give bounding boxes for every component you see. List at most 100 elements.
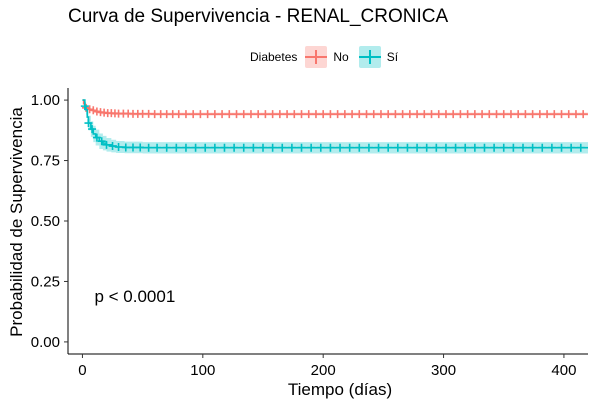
censor-mark-1-20 bbox=[230, 143, 239, 152]
censor-mark-1-16 bbox=[191, 143, 200, 152]
y-tick-label-4: 1.00 bbox=[31, 92, 60, 109]
chart-title: Curva de Supervivencia - RENAL_CRONICA bbox=[68, 6, 449, 27]
x-tick-label-3: 300 bbox=[431, 362, 456, 379]
censor-mark-0-71 bbox=[543, 110, 552, 119]
censor-mark-1-26 bbox=[287, 143, 296, 152]
censor-mark-1-50 bbox=[519, 143, 527, 152]
censor-mark-0-52 bbox=[405, 110, 414, 119]
ci-band-1 bbox=[82, 100, 588, 154]
censor-mark-1-6 bbox=[108, 142, 117, 151]
censor-mark-1-41 bbox=[432, 143, 441, 152]
censor-mark-0-59 bbox=[456, 110, 465, 119]
censor-mark-0-45 bbox=[355, 110, 364, 119]
censor-mark-1-53 bbox=[547, 143, 556, 152]
censor-mark-1-5 bbox=[102, 140, 111, 149]
censor-mark-1-19 bbox=[220, 143, 229, 152]
censor-mark-0-75 bbox=[571, 110, 580, 119]
x-tick-label-0: 0 bbox=[78, 362, 86, 379]
censor-mark-0-25 bbox=[210, 110, 219, 119]
censor-mark-0-31 bbox=[254, 110, 263, 119]
legend-label-no: No bbox=[333, 50, 349, 64]
censor-mark-1-4 bbox=[97, 137, 106, 146]
censor-mark-1-13 bbox=[162, 143, 171, 152]
censor-mark-1-48 bbox=[499, 143, 508, 152]
censor-mark-0-28 bbox=[232, 110, 241, 119]
censor-mark-0-72 bbox=[550, 110, 559, 119]
censor-mark-1-47 bbox=[490, 143, 499, 152]
censor-mark-0-60 bbox=[463, 110, 472, 119]
censor-mark-0-38 bbox=[304, 110, 313, 119]
censor-mark-1-22 bbox=[249, 143, 258, 152]
censor-mark-0-70 bbox=[535, 110, 544, 119]
censor-mark-0-42 bbox=[333, 110, 342, 119]
censor-mark-1-1 bbox=[84, 119, 93, 128]
censor-mark-0-68 bbox=[521, 110, 530, 119]
censor-mark-1-39 bbox=[413, 143, 422, 152]
censor-mark-0-67 bbox=[514, 110, 523, 119]
censor-mark-1-2 bbox=[88, 125, 97, 134]
censor-mark-0-35 bbox=[283, 110, 292, 119]
censor-mark-1-52 bbox=[538, 143, 547, 152]
censor-mark-0-22 bbox=[189, 110, 198, 119]
censor-mark-0-30 bbox=[246, 110, 255, 119]
censor-mark-1-55 bbox=[567, 143, 576, 152]
censor-mark-1-40 bbox=[422, 143, 431, 152]
p-value-annotation: p < 0.0001 bbox=[94, 287, 175, 306]
censor-mark-1-54 bbox=[557, 143, 566, 152]
censor-mark-1-35 bbox=[374, 143, 383, 152]
censor-mark-0-36 bbox=[290, 110, 299, 119]
censor-mark-1-12 bbox=[153, 143, 162, 152]
censor-mark-0-58 bbox=[449, 110, 458, 119]
censor-mark-1-34 bbox=[364, 143, 373, 152]
censor-mark-0-2 bbox=[89, 106, 98, 115]
legend-item-si: Sí bbox=[358, 46, 398, 68]
survival-line-1 bbox=[82, 99, 588, 149]
legend: Diabetes No Sí bbox=[250, 44, 408, 70]
censor-mark-1-45 bbox=[470, 143, 479, 152]
censor-mark-1-21 bbox=[239, 143, 248, 152]
x-tick-label-4: 400 bbox=[551, 362, 576, 379]
censor-mark-0-63 bbox=[485, 110, 494, 119]
censor-mark-1-18 bbox=[210, 143, 219, 152]
censor-mark-1-9 bbox=[129, 143, 137, 152]
censor-mark-1-25 bbox=[278, 143, 287, 152]
censor-mark-0-47 bbox=[369, 110, 378, 119]
censor-mark-0-43 bbox=[340, 110, 349, 119]
censor-mark-0-26 bbox=[218, 110, 227, 119]
censor-mark-0-61 bbox=[470, 110, 479, 119]
censor-mark-1-17 bbox=[201, 143, 210, 152]
censor-mark-1-3 bbox=[92, 133, 101, 142]
survival-line-0 bbox=[82, 99, 588, 115]
censor-mark-1-37 bbox=[393, 143, 402, 152]
censor-mark-0-50 bbox=[391, 110, 400, 119]
censor-mark-0-20 bbox=[174, 110, 183, 119]
x-tick-label-2: 200 bbox=[311, 362, 336, 379]
censor-mark-0-33 bbox=[268, 110, 277, 119]
censor-mark-0-40 bbox=[319, 110, 328, 119]
censor-mark-1-15 bbox=[181, 143, 190, 152]
censor-mark-0-56 bbox=[434, 110, 443, 119]
censor-mark-1-49 bbox=[509, 143, 518, 152]
censor-mark-1-29 bbox=[316, 143, 325, 152]
censor-mark-1-38 bbox=[403, 143, 412, 152]
censor-mark-1-7 bbox=[114, 143, 123, 152]
censor-mark-0-62 bbox=[478, 110, 487, 119]
censor-mark-1-31 bbox=[336, 143, 345, 152]
censor-mark-1-8 bbox=[121, 143, 130, 152]
censor-mark-1-44 bbox=[461, 143, 470, 152]
censor-mark-0-74 bbox=[564, 110, 573, 119]
censor-mark-0-64 bbox=[492, 110, 501, 119]
y-tick-label-2: 0.50 bbox=[31, 213, 60, 230]
censor-mark-0-53 bbox=[413, 110, 422, 119]
censor-mark-1-28 bbox=[307, 143, 316, 152]
censor-mark-1-23 bbox=[259, 143, 267, 152]
censor-mark-0-27 bbox=[225, 110, 234, 119]
censor-mark-0-54 bbox=[420, 110, 429, 119]
legend-key-si bbox=[358, 46, 381, 68]
censor-mark-0-55 bbox=[427, 110, 436, 119]
censor-mark-1-43 bbox=[451, 143, 460, 152]
censor-mark-1-36 bbox=[384, 143, 393, 152]
censor-mark-0-21 bbox=[181, 110, 190, 119]
censor-mark-0-73 bbox=[557, 110, 566, 119]
